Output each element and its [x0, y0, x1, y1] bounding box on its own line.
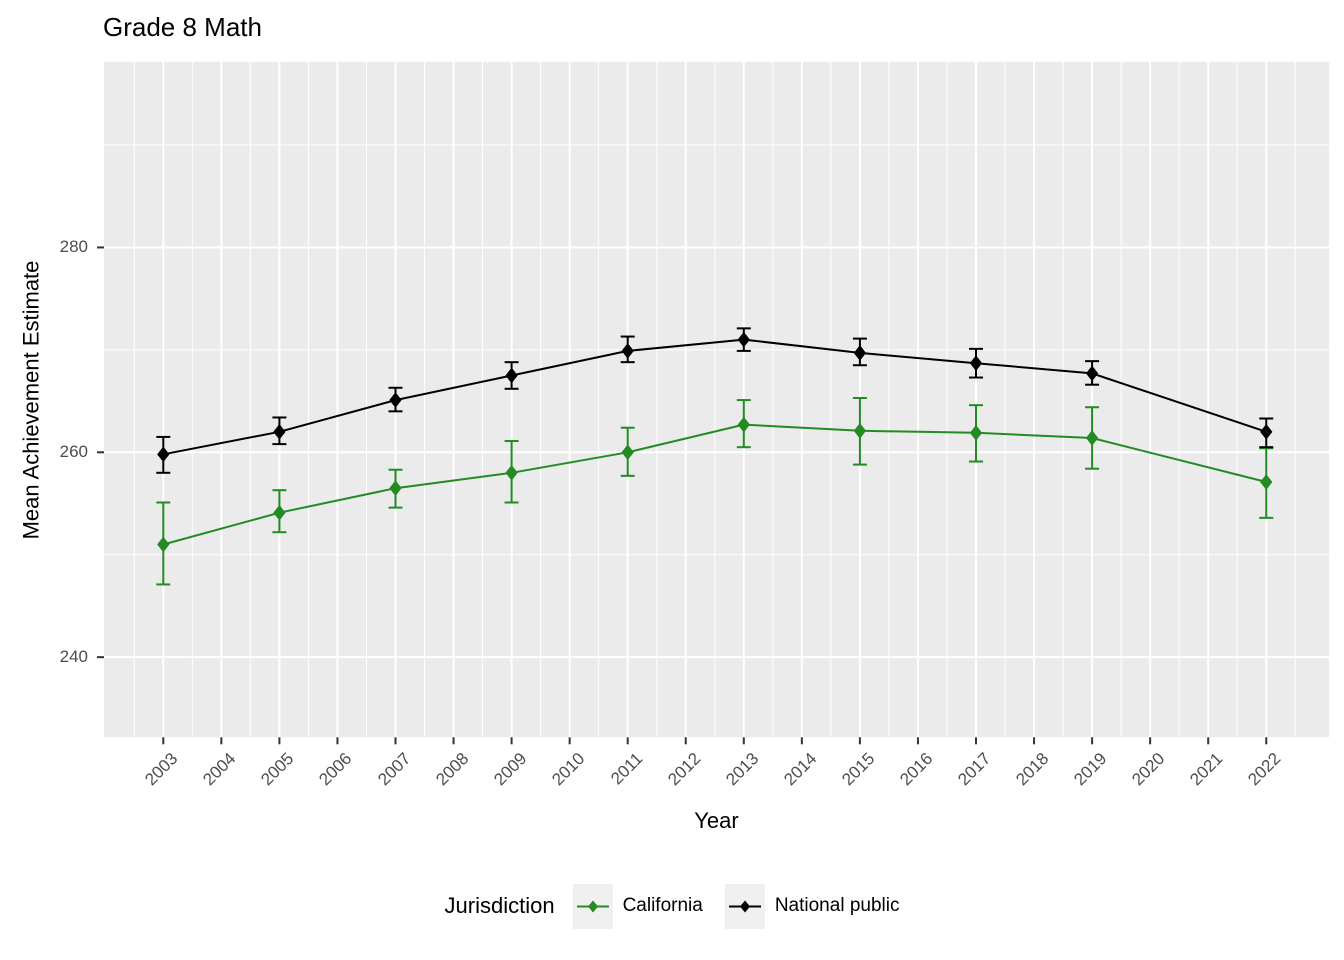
- point-california-2015: [853, 422, 867, 439]
- point-california-2022: [1260, 474, 1273, 490]
- y-tick-label-280: 280: [59, 237, 88, 257]
- point-national-public-2019: [1085, 365, 1099, 382]
- chart-title: Grade 8 Math: [103, 12, 262, 42]
- legend-title: Jurisdiction: [444, 893, 555, 918]
- point-national-public-2022: [1260, 424, 1273, 440]
- legend-entries: California National public: [572, 883, 900, 929]
- point-national-public-2003: [157, 446, 170, 463]
- point-california-2003: [157, 536, 170, 553]
- point-national-public-2013: [737, 331, 750, 348]
- point-national-public-2005: [273, 424, 286, 440]
- legend-label-california: California: [622, 895, 703, 916]
- point-california-2007: [389, 480, 402, 496]
- point-national-public-2007: [389, 392, 402, 408]
- point-california-2019: [1085, 430, 1099, 446]
- plot-panel: [97, 61, 1329, 745]
- y-tick-label-260: 260: [59, 442, 88, 462]
- point-national-public-2017: [969, 355, 983, 371]
- legend-key-california: [572, 883, 613, 929]
- y-axis-title: Mean Achievement Estimate: [18, 260, 44, 540]
- legend: Jurisdiction California National public: [0, 880, 1344, 932]
- point-national-public-2015: [853, 345, 867, 361]
- y-tick-label-240: 240: [59, 647, 88, 667]
- series-line-california: [163, 423, 1267, 546]
- series-national-public: [156, 327, 1274, 474]
- series-line-national-public: [163, 338, 1267, 456]
- point-california-2009: [505, 464, 518, 481]
- legend-entry-national-public: National public: [724, 883, 900, 929]
- legend-label-national-public: National public: [774, 895, 900, 916]
- legend-entry-california: California: [572, 883, 703, 929]
- point-california-2017: [969, 425, 983, 441]
- point-california-2011: [621, 444, 634, 461]
- point-california-2013: [737, 416, 750, 433]
- x-axis-title: Year: [694, 808, 739, 833]
- series-california: [156, 397, 1274, 586]
- point-california-2005: [273, 504, 286, 521]
- legend-marker-diamond-icon: [587, 900, 598, 912]
- point-national-public-2009: [505, 367, 518, 384]
- legend-key-national-public: [724, 883, 765, 929]
- legend-marker-diamond-icon: [739, 900, 750, 912]
- point-national-public-2011: [621, 343, 634, 359]
- panel-background: [104, 61, 1329, 738]
